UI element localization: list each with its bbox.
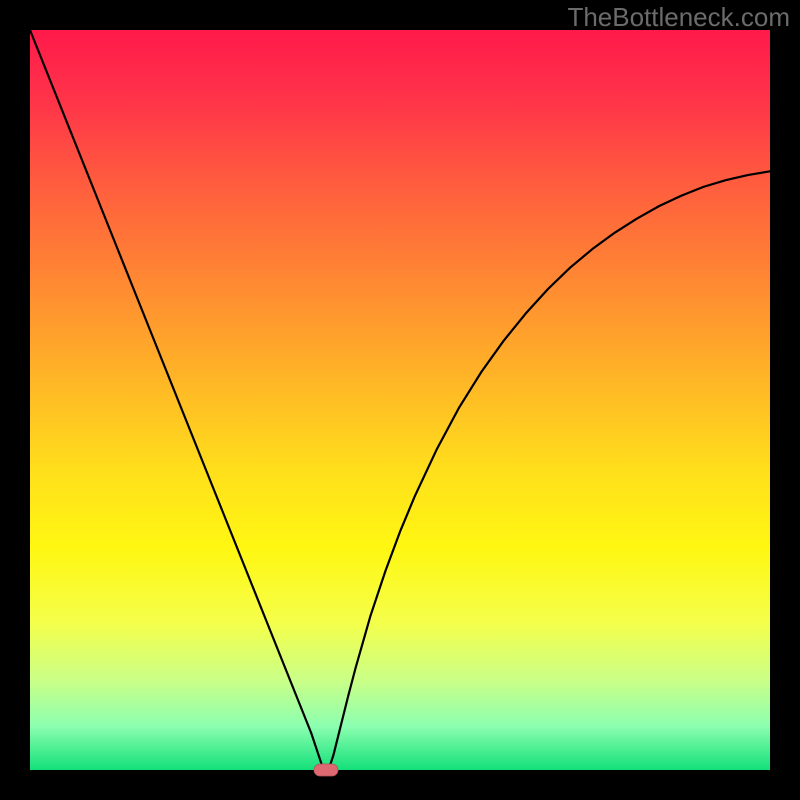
watermark-text: TheBottleneck.com (567, 2, 790, 32)
plot-area (30, 30, 770, 770)
optimal-marker (314, 764, 338, 776)
bottleneck-chart: TheBottleneck.com (0, 0, 800, 800)
